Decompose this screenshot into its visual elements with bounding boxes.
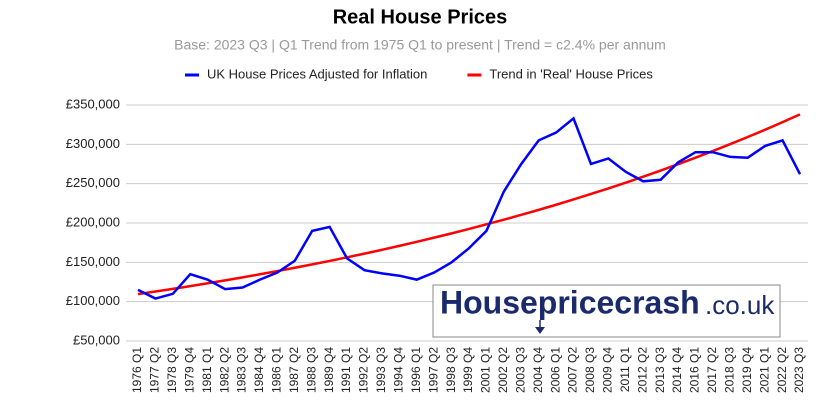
- x-tick-label: 1996 Q1: [409, 347, 423, 393]
- x-tick-label: 1983 Q3: [235, 347, 249, 393]
- watermark-arrowhead: [535, 327, 545, 334]
- x-tick-label: 1981 Q1: [200, 347, 214, 393]
- x-tick-label: 1994 Q4: [391, 347, 405, 393]
- x-tick-label: 1991 Q1: [339, 347, 353, 393]
- x-tick-label: 2022 Q2: [775, 347, 789, 393]
- x-tick-label: 1988 Q3: [304, 347, 318, 393]
- x-tick-label: 1977 Q2: [148, 347, 162, 393]
- x-tick-label: 1982 Q2: [217, 347, 231, 393]
- x-tick-label: 1976 Q1: [130, 347, 144, 393]
- x-tick-label: 2014 Q4: [670, 347, 684, 393]
- y-tick-label: £200,000: [66, 214, 120, 229]
- x-tick-label: 2007 Q2: [566, 347, 580, 393]
- watermark: Housepricecrash .co.uk: [432, 284, 781, 338]
- y-tick-label: £100,000: [66, 293, 120, 308]
- watermark-box: [432, 284, 781, 338]
- x-tick-label: 2018 Q3: [722, 347, 736, 393]
- x-tick-label: 2012 Q2: [635, 347, 649, 393]
- x-tick-label: 2019 Q4: [740, 347, 754, 393]
- legend-label: Trend in 'Real' House Prices: [489, 66, 653, 81]
- y-tick-label: £150,000: [66, 254, 120, 269]
- x-tick-label: 2016 Q1: [688, 347, 702, 393]
- x-tick-label: 1986 Q1: [270, 347, 284, 393]
- watermark-domain: .co.uk: [705, 290, 775, 320]
- x-tick-label: 2004 Q4: [531, 347, 545, 393]
- legend: UK House Prices Adjusted for Inflation Tr…: [185, 66, 653, 81]
- chart-subtitle: Base: 2023 Q3 | Q1 Trend from 1975 Q1 to…: [174, 37, 666, 53]
- x-tick-label: 1998 Q3: [444, 347, 458, 393]
- x-tick-label: 2001 Q1: [479, 347, 493, 393]
- series-line: [137, 116, 802, 300]
- x-tick-label: 1993 Q3: [374, 347, 388, 393]
- series-line: [137, 113, 801, 296]
- legend-label: UK House Prices Adjusted for Inflation: [207, 66, 427, 81]
- x-tick-label: 1992 Q2: [357, 347, 371, 393]
- x-tick-label: 2013 Q3: [653, 347, 667, 393]
- y-tick-label: £350,000: [66, 96, 120, 111]
- x-tick-label: 2011 Q1: [618, 347, 632, 392]
- x-tick-label: 2002 Q2: [496, 347, 510, 393]
- x-tick-label: 1979 Q4: [182, 347, 196, 393]
- x-tick-label: 2017 Q2: [705, 347, 719, 393]
- x-tick-label: 1984 Q4: [252, 347, 266, 393]
- y-tick-label: £300,000: [66, 136, 120, 151]
- y-tick-label: £250,000: [66, 175, 120, 190]
- x-tick-label: 2003 Q3: [513, 347, 527, 393]
- x-tick-label: 2023 Q3: [792, 347, 806, 393]
- x-tick-label: 2008 Q3: [583, 347, 597, 393]
- x-tick-label: 1999 Q4: [461, 347, 475, 393]
- watermark-main: Housepricecrash: [440, 284, 700, 320]
- x-tick-label: 1989 Q4: [322, 347, 336, 393]
- chart-title: Real House Prices: [333, 6, 508, 28]
- x-tick-label: 2009 Q4: [601, 347, 615, 393]
- x-tick-label: 1987 Q2: [287, 347, 301, 393]
- x-tick-label: 2006 Q1: [548, 347, 562, 393]
- x-tick-label: 1978 Q3: [165, 347, 179, 393]
- y-tick-label: £50,000: [73, 332, 120, 347]
- x-tick-label: 2021 Q1: [757, 347, 771, 393]
- x-tick-label: 1997 Q2: [426, 347, 440, 393]
